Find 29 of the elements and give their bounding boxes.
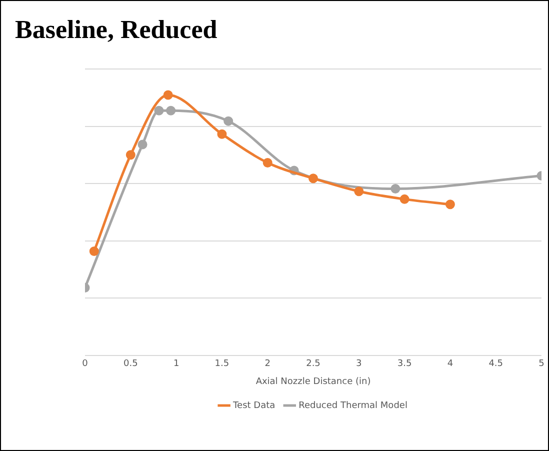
point bbox=[217, 129, 227, 139]
x-tick-label: 4 bbox=[447, 359, 454, 370]
point bbox=[354, 186, 364, 196]
x-tick-label: 0.5 bbox=[123, 359, 138, 370]
point bbox=[224, 116, 234, 126]
x-tick-label: 3 bbox=[356, 359, 362, 370]
x-tick-label: 5 bbox=[538, 359, 544, 370]
x-axis-title: Axial Nozzle Distance (in) bbox=[256, 376, 371, 387]
x-tick-label: 2.5 bbox=[306, 359, 320, 370]
legend-label: Reduced Thermal Model bbox=[298, 400, 408, 411]
point bbox=[166, 106, 176, 116]
point bbox=[138, 140, 148, 150]
x-tick-label: 2 bbox=[264, 359, 270, 370]
point bbox=[163, 90, 173, 100]
point bbox=[89, 246, 99, 256]
point bbox=[400, 194, 410, 204]
x-tick-label: 1.5 bbox=[214, 359, 230, 370]
x-tick-label: 3.5 bbox=[397, 359, 412, 370]
x-tick-label: 1 bbox=[173, 359, 180, 370]
point bbox=[262, 158, 272, 168]
point bbox=[390, 184, 400, 194]
point bbox=[445, 200, 455, 210]
legend-label: Test Data bbox=[232, 400, 276, 411]
point bbox=[308, 174, 318, 184]
chart-title: Baseline, Reduced bbox=[11, 15, 222, 45]
point bbox=[126, 150, 136, 160]
point bbox=[154, 106, 164, 116]
x-tick-label: 0 bbox=[82, 359, 88, 370]
x-tick-label: 4.5 bbox=[488, 359, 504, 370]
